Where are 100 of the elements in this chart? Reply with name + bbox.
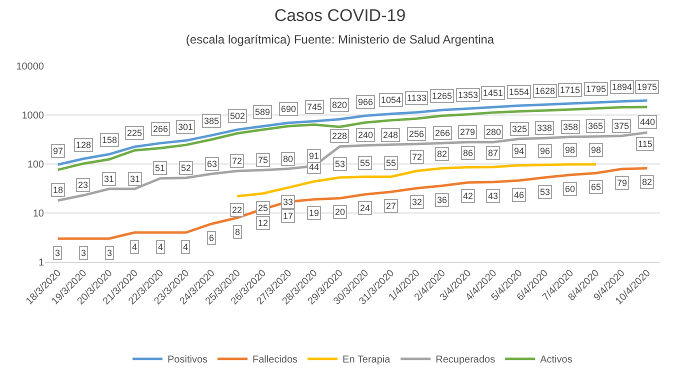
data-label: 98 (591, 145, 602, 155)
data-label: 65 (591, 182, 602, 192)
legend-label: Activos (540, 354, 572, 366)
data-label: 325 (512, 124, 528, 134)
data-label: 32 (412, 197, 422, 207)
data-label: 266 (153, 124, 168, 134)
data-label: 24 (360, 203, 370, 213)
data-label: 589 (255, 107, 270, 117)
data-label: 53 (335, 159, 346, 169)
annotation: 115 (638, 139, 652, 149)
data-label: 4 (158, 242, 164, 252)
data-label: 1451 (483, 88, 504, 98)
data-label: 502 (230, 111, 246, 121)
data-label: 53 (540, 187, 550, 197)
data-label: 18 (53, 185, 64, 195)
data-label: 1353 (458, 90, 478, 100)
data-label: 31 (104, 174, 114, 184)
data-label: 98 (565, 145, 576, 155)
chart-subtitle: (escala logarítmica) Fuente: Ministerio de Salud Argentina (186, 32, 494, 46)
data-label: 358 (563, 122, 578, 132)
data-label: 1894 (612, 82, 632, 92)
data-label: 1133 (407, 93, 426, 103)
data-label: 266 (435, 128, 450, 138)
data-label: 4 (183, 242, 188, 252)
data-label: 1975 (637, 82, 658, 92)
data-label: 55 (360, 158, 370, 168)
data-label: 82 (437, 149, 448, 159)
data-label: 365 (588, 121, 604, 131)
data-label: 46 (514, 190, 524, 200)
data-label: 248 (383, 130, 398, 140)
data-label: 6 (209, 233, 214, 243)
data-label: 1054 (381, 95, 402, 105)
data-label: 86 (463, 148, 474, 158)
data-label: 33 (283, 197, 294, 207)
data-label: 44 (309, 162, 320, 172)
data-label: 1265 (432, 91, 452, 101)
data-label: 690 (281, 104, 296, 114)
data-label: 17 (283, 211, 294, 221)
data-label: 60 (565, 184, 576, 194)
legend-label: Recuperados (436, 354, 496, 366)
data-label: 25 (258, 203, 268, 213)
data-label: 52 (181, 163, 192, 173)
data-label: 279 (460, 127, 476, 137)
data-label: 3 (107, 248, 112, 258)
data-label: 82 (642, 177, 652, 187)
data-label: 158 (102, 135, 118, 145)
data-label: 440 (640, 117, 656, 127)
y-tick-label: 10 (32, 208, 44, 220)
data-label: 27 (386, 201, 396, 211)
data-label: 256 (409, 129, 424, 139)
data-label: 375 (614, 121, 630, 131)
data-label: 1554 (509, 87, 530, 97)
data-label: 1795 (586, 84, 606, 94)
data-label: 240 (358, 130, 374, 140)
data-label: 87 (488, 148, 498, 158)
data-label: 72 (232, 156, 242, 166)
data-label: 42 (463, 191, 474, 201)
data-label: 228 (332, 131, 348, 141)
data-label: 1628 (535, 86, 556, 96)
data-label: 36 (437, 195, 448, 205)
data-label: 94 (514, 146, 524, 156)
data-label: 19 (309, 208, 320, 218)
data-label: 385 (204, 116, 220, 126)
data-label: 225 (127, 128, 142, 138)
data-label: 22 (232, 205, 242, 215)
data-label: 63 (207, 159, 218, 169)
data-label: 97 (53, 146, 64, 156)
data-label: 12 (258, 218, 268, 228)
data-label: 4 (132, 242, 138, 252)
y-tick-label: 1 (38, 258, 44, 268)
data-label: 8 (235, 227, 240, 237)
data-label: 20 (335, 207, 346, 217)
data-label: 72 (412, 152, 422, 162)
legend-label: Fallecidos (252, 354, 298, 366)
legend-label: En Terapia (342, 354, 391, 366)
data-label: 55 (386, 158, 396, 168)
data-label: 745 (307, 102, 322, 112)
data-label: 3 (81, 248, 86, 258)
chart-title: Casos COVID-19 (274, 6, 406, 26)
data-label: 51 (155, 163, 166, 173)
data-label: 23 (78, 180, 88, 190)
data-label: 96 (540, 146, 550, 156)
data-label: 820 (332, 100, 348, 110)
data-label: 280 (486, 127, 502, 137)
data-label: 80 (283, 154, 294, 164)
data-label: 128 (76, 140, 92, 150)
data-label: 301 (178, 122, 194, 132)
data-label: 43 (488, 191, 498, 201)
data-label: 91 (309, 151, 320, 161)
y-tick-label: 10000 (16, 62, 44, 72)
data-label: 31 (130, 174, 140, 184)
data-label: 79 (617, 178, 628, 188)
data-label: 1715 (560, 85, 580, 95)
y-tick-label: 100 (27, 160, 44, 170)
data-label: 966 (358, 97, 374, 107)
data-label: 75 (258, 155, 268, 165)
y-tick-label: 1000 (22, 110, 44, 122)
legend-label: Positivos (168, 354, 208, 366)
data-label: 338 (537, 123, 552, 133)
data-label: 3 (55, 248, 60, 258)
